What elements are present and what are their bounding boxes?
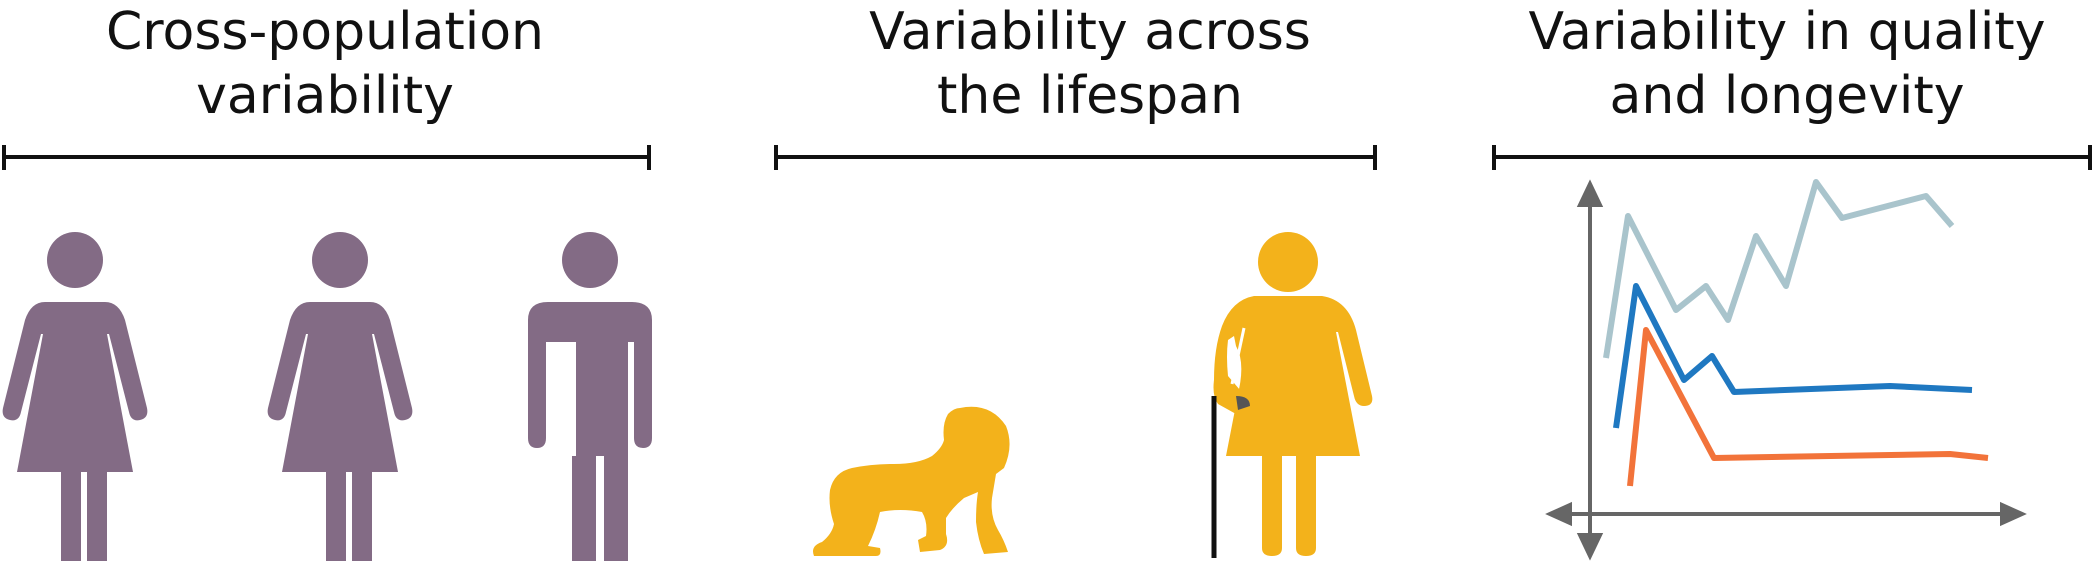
panel-2-title-line1: Variability across xyxy=(869,2,1311,62)
series-line-orange xyxy=(1627,327,1989,487)
woman-figure-1 xyxy=(2,232,148,561)
panel-2-title: Variability across the lifespan xyxy=(765,0,1415,128)
panel-3-title-line2: and longevity xyxy=(1609,66,1965,126)
elderly-woman-with-cane-figure xyxy=(1211,232,1373,558)
woman-figure-2 xyxy=(267,232,413,561)
crawling-baby-figure xyxy=(813,406,1010,556)
panel-2-title-line2: the lifespan xyxy=(937,66,1243,126)
panel-3-bracket xyxy=(1492,145,2092,170)
panel-2-bracket xyxy=(774,145,1377,170)
series-line-blue xyxy=(1613,283,1973,429)
panel-1-title: Cross-population variability xyxy=(0,0,650,128)
x-axis xyxy=(1545,501,2027,527)
panel-1-title-line2: variability xyxy=(196,66,454,126)
panel-1-title-line1: Cross-population xyxy=(105,2,544,62)
panel-3-title-line1: Variability in quality xyxy=(1528,2,2046,62)
man-figure xyxy=(528,232,652,561)
quality-longevity-chart-icon xyxy=(1545,179,2027,561)
panel-1-bracket xyxy=(2,145,651,170)
y-axis xyxy=(1576,179,1604,561)
series-line-light-blue xyxy=(1603,179,1955,359)
panel-3-title: Variability in quality and longevity xyxy=(1480,0,2094,128)
